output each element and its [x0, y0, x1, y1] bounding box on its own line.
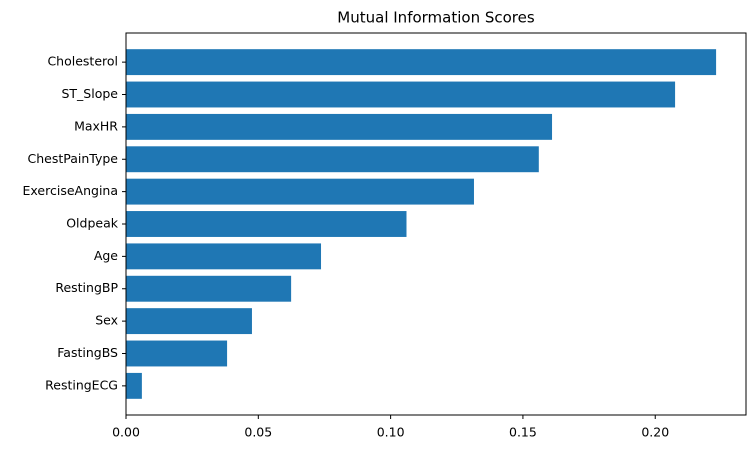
bar — [126, 81, 676, 108]
bar — [126, 178, 474, 205]
x-tick-label: 0.10 — [377, 425, 405, 440]
bar — [126, 308, 252, 335]
bar — [126, 113, 553, 140]
y-tick-label: Oldpeak — [66, 216, 119, 231]
y-tick-label: ExerciseAngina — [23, 183, 118, 198]
y-tick-label: ST_Slope — [61, 86, 118, 101]
y-tick-label: ChestPainType — [28, 151, 119, 166]
bar — [126, 275, 292, 302]
y-tick-label: Sex — [95, 313, 118, 328]
chart-title: Mutual Information Scores — [337, 9, 535, 27]
bar — [126, 146, 539, 173]
x-tick-label: 0.20 — [641, 425, 669, 440]
y-tick-label: MaxHR — [74, 118, 118, 133]
y-tick-label: Cholesterol — [47, 54, 118, 69]
bar — [126, 372, 142, 399]
y-tick-label: Age — [94, 248, 118, 263]
y-tick-label: RestingBP — [55, 280, 118, 295]
plot-frame — [125, 32, 747, 416]
bar — [126, 49, 717, 76]
y-tick-label: FastingBS — [57, 345, 118, 360]
y-tick-label: RestingECG — [45, 377, 118, 392]
x-tick-label: 0.05 — [244, 425, 272, 440]
x-tick-label: 0.15 — [509, 425, 537, 440]
bar — [126, 211, 407, 237]
bar — [126, 243, 322, 270]
bar — [126, 340, 228, 367]
x-tick-label: 0.00 — [112, 425, 140, 440]
